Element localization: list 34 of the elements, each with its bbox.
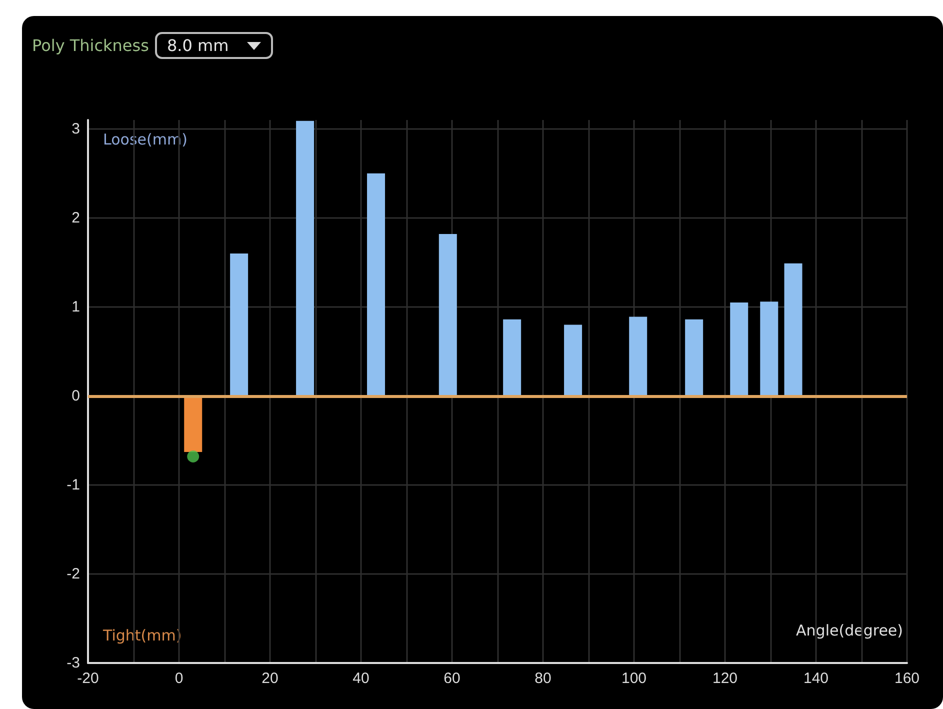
y-tick-label: -1 (66, 476, 80, 494)
y-tick-label: 2 (72, 209, 80, 226)
bar (730, 302, 748, 396)
bar (685, 319, 704, 396)
y-tick-label: -2 (66, 565, 80, 582)
bar (784, 263, 802, 396)
x-tick-label: 80 (534, 670, 552, 687)
annotation: Tight(mm) (102, 626, 182, 644)
x-tick-label: 20 (262, 670, 278, 687)
bar (367, 173, 386, 396)
bar (230, 254, 248, 396)
bar (760, 302, 778, 396)
y-tick-label: 3 (72, 120, 80, 138)
bar (296, 120, 314, 396)
x-tick-label: -20 (77, 670, 99, 687)
x-tick-label: 160 (894, 670, 920, 687)
x-tick-label: 0 (174, 670, 184, 687)
y-tick-label: 0 (72, 387, 80, 404)
chart-subtitle: 8.0 mm (166, 36, 229, 55)
bar (503, 319, 522, 396)
bar (629, 316, 648, 396)
x-tick-label: 120 (712, 670, 738, 687)
bar (438, 234, 457, 396)
x-tick-label: 40 (352, 670, 370, 687)
dropdown-field: 8.0 mm (154, 32, 273, 59)
bar (564, 324, 582, 396)
x-tick-label: 60 (444, 670, 460, 687)
y-tick-label: -3 (66, 654, 80, 672)
x-axis-title: Angle(degree) (796, 622, 904, 640)
chart-title: Poly Thickness (32, 36, 149, 55)
y-tick-label: 1 (72, 298, 80, 316)
x-tick-label: 100 (621, 670, 647, 687)
y-axis-title: Loose(mm) (103, 130, 188, 148)
x-tick-label: 140 (803, 670, 829, 687)
